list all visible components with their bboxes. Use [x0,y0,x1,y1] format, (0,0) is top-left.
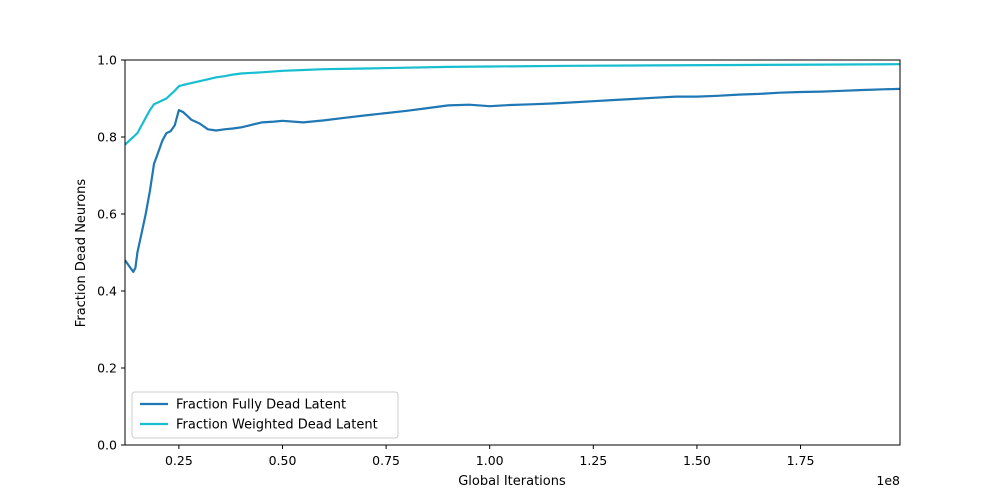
legend-label-1: Fraction Fully Dead Latent [176,398,346,413]
y-tick-label: 0.2 [97,361,117,376]
y-tick-label: 1.0 [97,53,117,68]
series-line-2 [125,63,900,146]
x-tick-label: 0.75 [372,453,400,468]
legend: Fraction Fully Dead Latent Fraction Weigh… [131,391,399,439]
y-tick-label: 0.4 [97,284,117,299]
plot-background [125,60,900,445]
x-tick-label: 1.00 [476,453,504,468]
axes-layer: 0.25 0.50 0.75 1.00 1.25 1.50 1.75 0.0 0.2 0.4 0.6… [97,53,901,468]
x-tick-label: 1.50 [683,453,711,468]
y-tick-label: 0.8 [97,130,117,145]
legend-label-2: Fraction Weighted Dead Latent [176,418,378,433]
x-offset-label: 1e8 [876,473,900,488]
x-tick-label: 1.75 [787,453,815,468]
y-tick-label: 0.6 [97,207,117,222]
x-axis-label: Global Iterations [458,474,566,489]
x-tick-label: 0.50 [269,453,297,468]
x-tick-label: 1.25 [579,453,607,468]
y-axis-label: Fraction Dead Neurons [74,179,89,328]
plot-area [125,60,900,445]
series-layer [125,63,900,273]
plot-frame [124,59,901,446]
y-tick-label: 0.0 [97,438,117,453]
legend-box [131,391,399,439]
x-tick-label: 0.25 [165,453,193,468]
series-line-1 [125,87,900,273]
